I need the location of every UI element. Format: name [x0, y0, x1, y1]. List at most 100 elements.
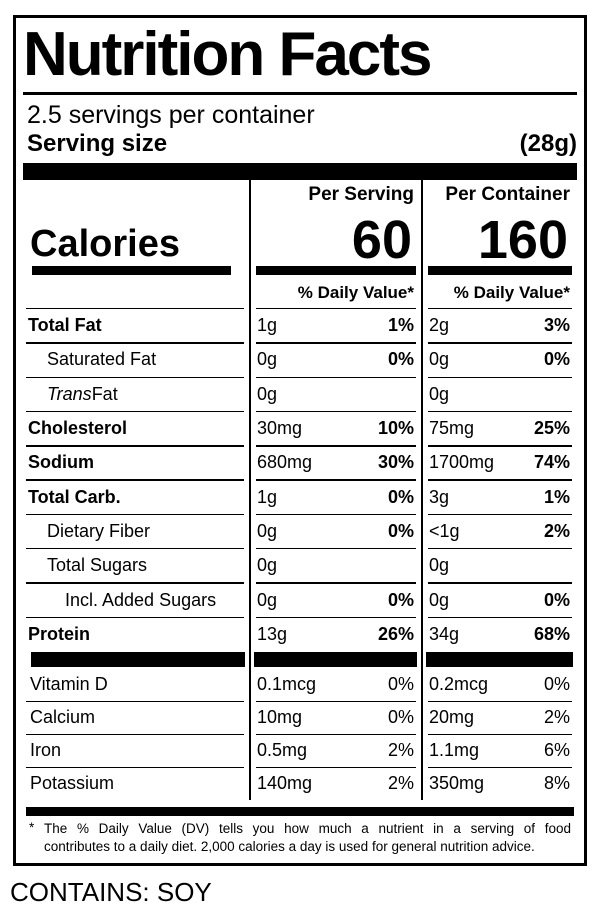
amount: 1g — [257, 486, 278, 507]
nutrient-name-sodium: Sodium — [23, 445, 249, 479]
amount: 2g — [429, 315, 450, 336]
nutrient-name-total-fat: Total Fat — [23, 308, 249, 342]
serving-size-label: Serving size — [27, 130, 168, 157]
vitamin-d-per-serving: 0.1mcg 0% — [249, 667, 421, 701]
nutrient-name-total-sugars: Total Sugars — [23, 548, 249, 582]
dietary-fiber-per-container: <1g 2% — [421, 513, 577, 549]
amount: 680mg — [257, 452, 313, 473]
amount: 0g — [257, 520, 278, 541]
daily-value-percent: 74% — [533, 452, 570, 473]
amount: 20mg — [429, 707, 475, 728]
calories-label: Calories — [30, 223, 180, 265]
separator-bar-top — [23, 163, 577, 180]
total-carb-per-container: 3g 1% — [421, 479, 577, 514]
nutrition-table: Per Serving Per Container Calories 60 16… — [23, 180, 577, 800]
amount: 0.5mg — [257, 740, 308, 761]
sodium-per-serving: 680mg 30% — [249, 445, 421, 480]
nutrient-name-saturated-fat: Saturated Fat — [23, 342, 249, 376]
saturated-fat-per-container: 0g 0% — [421, 342, 577, 377]
dietary-fiber-per-serving: 0g 0% — [249, 513, 421, 549]
daily-value-percent: 26% — [377, 623, 414, 644]
daily-value-percent: 0% — [387, 589, 414, 610]
title-rule — [23, 92, 577, 95]
amount: 34g — [429, 623, 460, 644]
amount: 10mg — [257, 707, 303, 728]
daily-value-percent: 0% — [543, 349, 570, 370]
daily-value-percent: 0% — [387, 520, 414, 541]
incl-added-sugars-per-serving: 0g 0% — [249, 582, 421, 617]
nutrient-name-potassium: Potassium — [23, 766, 249, 800]
nutrient-name-trans-fat: Trans Fat — [23, 376, 249, 411]
daily-value-percent: 0% — [387, 674, 414, 695]
amount: 3g — [429, 486, 450, 507]
footnote-line-2: contributes to a daily diet. 2,000 calor… — [44, 838, 535, 854]
amount: 0g — [257, 349, 278, 370]
protein-underbar — [421, 650, 577, 668]
cholesterol-per-container: 75mg 25% — [421, 410, 577, 446]
amount: 1.1mg — [429, 740, 480, 761]
nutrient-name-dietary-fiber: Dietary Fiber — [23, 513, 249, 548]
total-sugars-per-serving: 0g — [249, 548, 421, 583]
protein-per-serving: 13g 26% — [249, 616, 421, 651]
daily-value-percent: 6% — [543, 740, 570, 761]
calories-per-serving: 60 — [249, 205, 421, 267]
calcium-per-container: 20mg 2% — [421, 700, 577, 734]
trans-fat-per-container: 0g — [421, 376, 577, 411]
amount: 0g — [429, 589, 450, 610]
saturated-fat-per-serving: 0g 0% — [249, 342, 421, 377]
daily-value-percent: 2% — [543, 707, 570, 728]
total-sugars-per-container: 0g — [421, 548, 577, 583]
nutrient-name-incl-added-sugars: Incl. Added Sugars — [23, 582, 249, 616]
amount: 0g — [429, 383, 450, 404]
per-container-header: Per Container — [421, 180, 577, 205]
amount: 0.2mcg — [429, 674, 489, 695]
footnote-line-1: The % Daily Value (DV) tells you how muc… — [44, 820, 571, 836]
daily-value-percent: 0% — [387, 349, 414, 370]
daily-value-percent: 68% — [533, 623, 570, 644]
nutrient-name-iron: Iron — [23, 733, 249, 767]
amount: 1700mg — [429, 452, 495, 473]
separator-bar-bottom — [26, 806, 574, 816]
protein-underbar — [249, 650, 421, 668]
daily-value-percent: 10% — [377, 418, 414, 439]
daily-value-percent: 2% — [387, 740, 414, 761]
dv-header-spacer — [23, 278, 249, 308]
daily-value-percent: 2% — [543, 520, 570, 541]
nutrient-name-cholesterol: Cholesterol — [23, 410, 249, 445]
cholesterol-per-serving: 30mg 10% — [249, 410, 421, 446]
header-spacer — [23, 180, 249, 205]
amount: <1g — [429, 520, 460, 541]
calories-underbar-container — [421, 263, 577, 278]
vitamin-d-per-container: 0.2mcg 0% — [421, 667, 577, 701]
calories-per-container: 160 — [421, 205, 577, 267]
serving-size-row: Serving size (28g) — [20, 130, 580, 158]
daily-value-percent: 0% — [387, 707, 414, 728]
daily-value-percent: 0% — [543, 674, 570, 695]
amount: 0g — [257, 555, 278, 576]
protein-underbar — [23, 651, 249, 668]
trans-fat-per-serving: 0g — [249, 376, 421, 411]
serving-size-value: (28g) — [519, 130, 577, 157]
amount: 1g — [257, 315, 278, 336]
nutrition-facts-label: Nutrition Facts 2.5 servings per contain… — [13, 15, 587, 866]
daily-value-percent: 30% — [377, 452, 414, 473]
amount: 30mg — [257, 418, 303, 439]
nutrient-name-vitamin-d: Vitamin D — [30, 674, 108, 695]
per-serving-header: Per Serving — [249, 180, 421, 205]
label-title: Nutrition Facts — [23, 20, 432, 89]
amount: 0g — [257, 589, 278, 610]
footnote-asterisk: * — [29, 819, 35, 835]
nutrient-name-calcium: Calcium — [23, 700, 249, 734]
sodium-per-container: 1700mg 74% — [421, 445, 577, 480]
daily-value-percent: 25% — [533, 418, 570, 439]
daily-value-percent: 1% — [543, 486, 570, 507]
daily-value-percent: 1% — [387, 315, 414, 336]
amount: 0g — [257, 383, 278, 404]
daily-value-percent: 8% — [543, 773, 570, 794]
incl-added-sugars-per-container: 0g 0% — [421, 582, 577, 617]
nutrient-name-total-carb: Total Carb. — [23, 479, 249, 513]
daily-value-percent: 0% — [543, 589, 570, 610]
daily-value-percent: 2% — [387, 773, 414, 794]
calories-underbar-label — [23, 263, 249, 278]
protein-per-container: 34g 68% — [421, 616, 577, 651]
